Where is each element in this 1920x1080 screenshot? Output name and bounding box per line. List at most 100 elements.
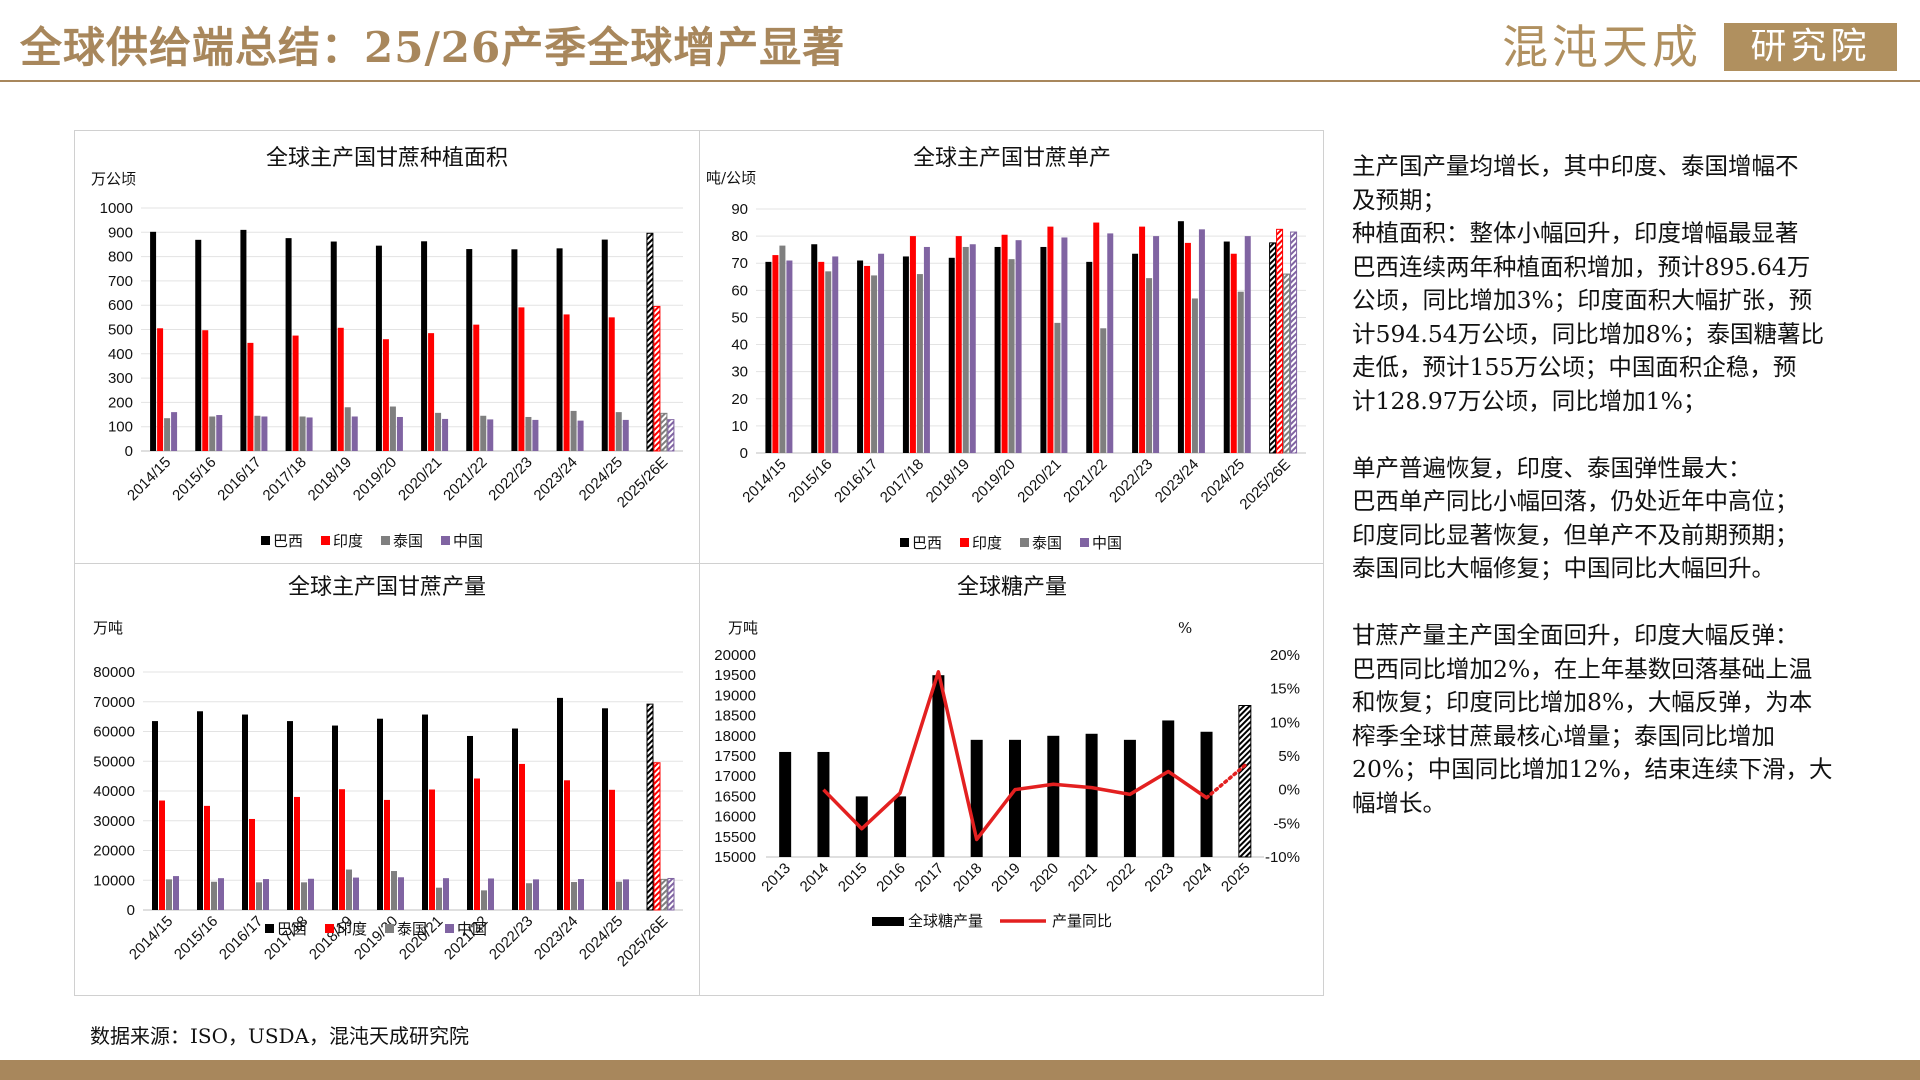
y-tick-label: 200 [108,394,133,411]
x-tick-label: 2022/23 [1106,456,1156,506]
bar-brazil-5 [377,718,383,910]
legend-swatch [325,924,334,933]
commentary-line: 巴西同比增加2%，在上年基数回落基础上温 [1352,654,1813,683]
commentary-line: 甘蔗产量主产国全面回升，印度大幅反弹： [1352,621,1799,649]
bar-brazil-9 [556,248,563,451]
bar-china-4 [969,244,976,453]
chart-title: 全球糖产量 [957,575,1067,600]
bar-thailand-10 [1237,291,1244,453]
bar-brazil-10 [601,239,608,451]
bar-india-0 [772,255,779,453]
y-tick-label: 30 [731,364,748,381]
bar-india-6 [1047,226,1054,453]
bar-india-9 [1184,242,1191,453]
bar-china-6 [442,418,449,451]
y-tick-label: 40000 [93,783,135,800]
bar-china-1 [216,415,223,451]
commentary-panel: 主产国产量均增长，其中印度、泰国增幅不 及预期； 种植面积：整体小幅回升，印度增幅最… [1352,150,1912,820]
y-tick-label: 60 [731,282,748,299]
y-tick-label: 17000 [714,768,756,785]
legend-label: 巴西 [273,532,303,550]
bar-india-1 [818,261,825,453]
bar-thailand-6 [436,887,442,910]
x-tick-label: 2020/21 [1014,456,1064,506]
bar-china-8 [532,419,539,451]
x-tick-label: 2022 [1103,860,1139,896]
bar-china-6 [443,878,449,910]
bar-brazil-4 [332,725,338,910]
legend-label: 中国 [1092,534,1122,552]
bar-china-7 [487,419,494,451]
bar-sugar-3 [894,796,907,857]
y-tick-label: 70 [731,255,748,272]
y-tick-label: 800 [108,249,133,266]
y2-tick-label: 20% [1270,647,1300,664]
bar-china-9 [1198,229,1205,453]
commentary-line: 种植面积：整体小幅回升，印度增幅最显著 [1352,219,1799,247]
legend-label: 巴西 [912,534,942,552]
y-tick-label: 15500 [714,829,756,846]
legend-swatch [441,536,450,545]
bar-china-4 [351,416,358,451]
commentary-line: 计128.97万公顷，同比增加1%； [1352,386,1707,415]
y-axis-unit: 万公顷 [91,170,136,188]
bar-china-6 [1061,237,1068,453]
bar-thailand-0 [166,879,172,910]
bar-brazil-1 [195,239,202,451]
bar-india-2 [864,265,871,453]
legend-label: 产量同比 [1052,912,1112,930]
x-tick-label: 2015/16 [169,454,219,504]
bar-thailand-1 [209,416,216,451]
bar-china-10 [622,419,629,451]
bar-india-0 [159,800,165,910]
commentary-line: 印度同比显著恢复，但单产不及前期预期； [1352,520,1799,549]
x-tick-label: 2021/22 [1060,456,1110,506]
bar-thailand-7 [480,415,487,451]
y2-tick-label: 10% [1270,714,1300,731]
commentary-line: 计594.54万公顷，同比增加8%；泰国糖薯比 [1352,319,1825,348]
x-tick-label: 2023 [1141,860,1177,896]
y-tick-label: 1000 [100,200,133,217]
commentary-line: 主产国产量均增长，其中印度、泰国增幅不 [1352,152,1799,180]
x-tick-label: 2020/21 [395,454,445,504]
legend-swatch [265,924,274,933]
bar-thailand-6 [435,412,442,451]
x-tick-label: 2019 [988,860,1024,896]
bar-china-7 [1107,233,1114,453]
x-tick-label: 2025 [1218,860,1254,896]
x-tick-label: 2016/17 [831,456,881,506]
bar-thailand-3 [916,274,923,453]
legend-swatch [445,924,454,933]
bar-thailand-1 [211,881,217,910]
footer-bar [0,1060,1920,1080]
bar-brazil-4 [330,241,337,451]
x-tick-label: 2024 [1180,860,1216,896]
commentary-line: 和恢复；印度同比增加8%，大幅反弹，为本 [1352,688,1813,716]
legend-swatch [1080,538,1089,547]
bar-thailand-11 [660,878,668,911]
y-tick-label: 900 [108,224,133,241]
y-tick-label: 80 [731,228,748,245]
bar-china-0 [171,412,178,451]
brand-logo: 混沌天成 研究院 [1502,17,1897,77]
bar-india-1 [202,330,209,451]
bar-thailand-2 [256,882,262,910]
y-tick-label: 80000 [93,664,135,681]
bar-brazil-4 [948,257,955,453]
bar-thailand-4 [344,407,351,451]
bar-sugar-4 [932,675,945,857]
commentary-line: 巴西单产同比小幅回落，仍处近年中高位； [1352,487,1799,515]
x-tick-label: 2019/20 [350,454,400,504]
bar-china-10 [1244,236,1251,453]
x-tick-label: 2016/17 [214,454,264,504]
bar-brazil-8 [1132,253,1139,453]
y-tick-label: 19500 [714,667,756,684]
bar-brazil-10 [1223,241,1230,453]
bar-china-8 [533,879,539,910]
y-tick-label: 100 [108,419,133,436]
bar-china-5 [1015,240,1022,453]
legend-swatch [321,536,330,545]
y-tick-label: 16500 [714,788,756,805]
bar-brazil-9 [557,697,563,910]
bar-brazil-3 [902,256,909,453]
